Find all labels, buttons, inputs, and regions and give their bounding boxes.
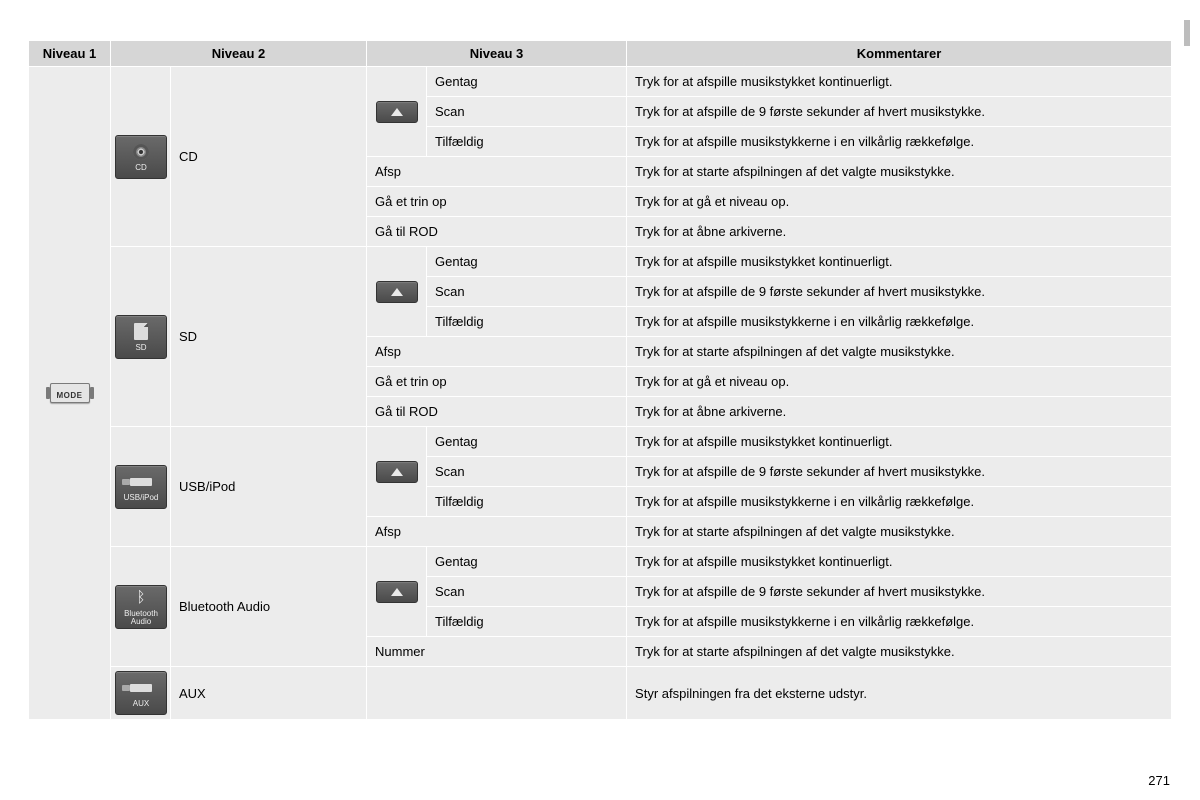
cell-l3: Afsp: [367, 517, 627, 547]
cell-l3: Gentag: [427, 547, 627, 577]
cell-comment: Tryk for at afspille musikstykkerne i en…: [627, 127, 1172, 157]
cell-l3: Gå til ROD: [367, 217, 627, 247]
header-niveau1: Niveau 1: [29, 41, 111, 67]
up-arrow-icon: [376, 581, 418, 603]
cell-level1-mode: MODE: [29, 67, 111, 720]
cell-comment: Tryk for at gå et niveau op.: [627, 367, 1172, 397]
usb-ipod-icon: USB/iPod: [115, 465, 167, 509]
cell-l3: Tilfældig: [427, 607, 627, 637]
cell-l3: Afsp: [367, 157, 627, 187]
cell-l3: Gå til ROD: [367, 397, 627, 427]
cell-source-sd-label: SD: [171, 247, 367, 427]
cell-comment: Tryk for at starte afspilningen af det v…: [627, 517, 1172, 547]
page-number: 271: [1148, 773, 1170, 788]
cd-icon: CD: [115, 135, 167, 179]
cell-source-aux-icon: AUX: [111, 667, 171, 720]
cell-source-bt-icon: ᛒ BluetoothAudio: [111, 547, 171, 667]
cell-sd-up-icon: [367, 247, 427, 337]
cell-usb-up-icon: [367, 427, 427, 517]
cell-source-aux-label: AUX: [171, 667, 367, 720]
cell-l3: Tilfældig: [427, 487, 627, 517]
cell-comment: Tryk for at afspille musikstykkerne i en…: [627, 607, 1172, 637]
cell-comment: Tryk for at afspille de 9 første sekunde…: [627, 577, 1172, 607]
cell-comment: Tryk for at gå et niveau op.: [627, 187, 1172, 217]
cell-comment: Tryk for at afspille de 9 første sekunde…: [627, 457, 1172, 487]
cell-comment: Tryk for at starte afspilningen af det v…: [627, 157, 1172, 187]
cell-comment: Tryk for at åbne arkiverne.: [627, 217, 1172, 247]
cell-comment: Tryk for at starte afspilningen af det v…: [627, 637, 1172, 667]
mode-button-icon: MODE: [50, 383, 90, 403]
header-niveau2: Niveau 2: [111, 41, 367, 67]
cell-l3: Gå et trin op: [367, 367, 627, 397]
aux-icon: AUX: [115, 671, 167, 715]
cell-l3: Scan: [427, 577, 627, 607]
aux-icon-caption: AUX: [133, 700, 149, 708]
cell-l3: Gå et trin op: [367, 187, 627, 217]
mode-button-label: MODE: [57, 391, 83, 400]
header-comment: Kommentarer: [627, 41, 1172, 67]
cell-l3: Scan: [427, 97, 627, 127]
cell-comment: Tryk for at afspille musikstykkerne i en…: [627, 487, 1172, 517]
cell-l3: Gentag: [427, 67, 627, 97]
cell-l3: Nummer: [367, 637, 627, 667]
header-niveau3: Niveau 3: [367, 41, 627, 67]
cell-l3: Tilfældig: [427, 127, 627, 157]
cell-bt-up-icon: [367, 547, 427, 637]
cell-comment: Styr afspilningen fra det eksterne udsty…: [627, 667, 1172, 720]
cell-l3-empty: [367, 667, 627, 720]
cell-comment: Tryk for at afspille de 9 første sekunde…: [627, 277, 1172, 307]
cell-source-usb-label: USB/iPod: [171, 427, 367, 547]
cell-comment: Tryk for at afspille musikstykket kontin…: [627, 247, 1172, 277]
cell-source-usb-icon: USB/iPod: [111, 427, 171, 547]
cell-comment: Tryk for at afspille musikstykket kontin…: [627, 547, 1172, 577]
cd-icon-caption: CD: [135, 164, 147, 172]
cell-source-cd-icon: CD: [111, 67, 171, 247]
cell-comment: Tryk for at starte afspilningen af det v…: [627, 337, 1172, 367]
bt-icon-caption: BluetoothAudio: [124, 610, 158, 626]
usb-icon-caption: USB/iPod: [124, 494, 159, 502]
cell-l3: Gentag: [427, 247, 627, 277]
cell-source-bt-label: Bluetooth Audio: [171, 547, 367, 667]
cell-l3: Afsp: [367, 337, 627, 367]
cell-l3: Tilfældig: [427, 307, 627, 337]
sd-icon: SD: [115, 315, 167, 359]
cell-comment: Tryk for at afspille de 9 første sekunde…: [627, 97, 1172, 127]
up-arrow-icon: [376, 281, 418, 303]
cell-comment: Tryk for at afspille musikstykkerne i en…: [627, 307, 1172, 337]
cell-cd-up-icon: [367, 67, 427, 157]
cell-comment: Tryk for at åbne arkiverne.: [627, 397, 1172, 427]
cell-source-sd-icon: SD: [111, 247, 171, 427]
up-arrow-icon: [376, 101, 418, 123]
cell-comment: Tryk for at afspille musikstykket kontin…: [627, 427, 1172, 457]
menu-table: Niveau 1 Niveau 2 Niveau 3 Kommentarer M…: [28, 40, 1172, 720]
cell-l3: Gentag: [427, 427, 627, 457]
bluetooth-audio-icon: ᛒ BluetoothAudio: [115, 585, 167, 629]
cell-l3: Scan: [427, 457, 627, 487]
page-edge-decoration: [1184, 20, 1190, 46]
cell-l3: Scan: [427, 277, 627, 307]
cell-comment: Tryk for at afspille musikstykket kontin…: [627, 67, 1172, 97]
cell-source-cd-label: CD: [171, 67, 367, 247]
up-arrow-icon: [376, 461, 418, 483]
sd-icon-caption: SD: [135, 344, 146, 352]
